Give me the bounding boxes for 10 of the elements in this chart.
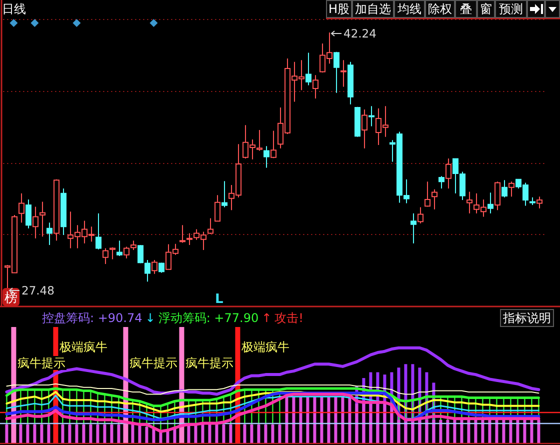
annotation: 42.24	[344, 26, 376, 40]
annotation: L	[215, 292, 224, 307]
annotation: 浮动筹码: +77.90	[158, 311, 259, 325]
annotation: 控盘筹码: +90.74	[42, 311, 142, 325]
annotation: ↓	[145, 311, 156, 325]
annotation: 榜	[4, 291, 18, 306]
annotation: ↑	[262, 311, 272, 325]
annotation: 攻击!	[274, 311, 304, 325]
title: 日线	[2, 2, 26, 16]
annotation: 27.48	[22, 284, 54, 298]
